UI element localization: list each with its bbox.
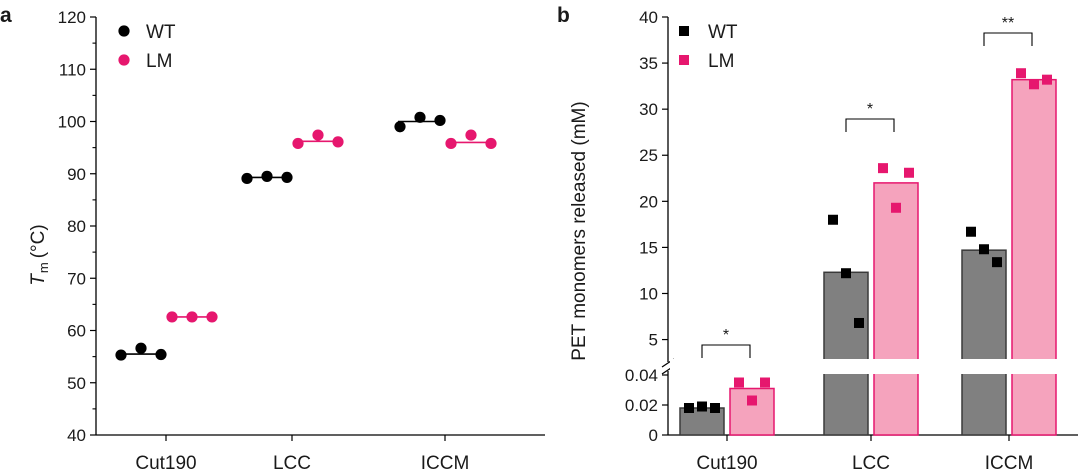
panel-a-wt-point bbox=[414, 111, 426, 123]
panel-b-y-tick-label: 20 bbox=[639, 192, 658, 211]
panel-b-significance-bracket bbox=[845, 118, 895, 132]
panel-b-y-tick-label: 40 bbox=[639, 8, 658, 27]
panel-a-y-tick-label: 120 bbox=[58, 8, 86, 27]
panel-a-y-tick-label: 70 bbox=[67, 269, 86, 288]
panel-b-y-tick-label: 15 bbox=[639, 238, 658, 257]
panel-b-wt-bar bbox=[823, 271, 869, 436]
panel-a-lm-point bbox=[206, 311, 218, 323]
panel-a-y-tick-label: 50 bbox=[67, 374, 86, 393]
panel-b-lm-point bbox=[1016, 68, 1026, 79]
panel-b-wt-point bbox=[841, 268, 851, 279]
panel-b-lm-bar bbox=[729, 387, 775, 436]
panel-b-y-tick-label: 0.04 bbox=[625, 366, 658, 385]
panel-a-lm-point bbox=[485, 137, 497, 150]
panel-a-wt-point bbox=[434, 114, 446, 127]
panel-b-y-tick-label: 0 bbox=[649, 426, 658, 445]
panel-b-lm-point bbox=[760, 377, 770, 388]
panel-a-y-axis-title: Tm(°C) bbox=[28, 224, 51, 285]
panel-b-wt-point bbox=[992, 257, 1002, 268]
panel-a: a 40 50 60 70 80 90 100 110 120 Cut190 LCC ICCM WT L… bbox=[0, 4, 545, 474]
panel-a-lm-point bbox=[445, 137, 457, 150]
panel-b-axes: 5 10 15 20 25 30 35 40 0 0.02 0.04 Cut190 LCC ICCM bbox=[625, 8, 1078, 474]
panel-b-y-tick-label: 25 bbox=[639, 146, 658, 165]
panel-a-wt-point bbox=[394, 121, 406, 133]
panel-b-y-tick-label: 5 bbox=[649, 331, 658, 350]
panel-b-axis-break-gap bbox=[670, 359, 1080, 374]
panel-b-lm-point bbox=[1042, 74, 1052, 85]
panel-a-wt-point bbox=[135, 342, 147, 354]
panel-a-x-tick-label: Cut190 bbox=[135, 453, 196, 474]
panel-b-lm-point bbox=[891, 202, 901, 213]
panel-a-y-tick-label: 80 bbox=[67, 217, 86, 236]
panel-a-x-tick-label: ICCM bbox=[421, 453, 470, 474]
panel-b-x-tick-label: ICCM bbox=[985, 453, 1034, 474]
panel-b-lm-point bbox=[878, 163, 888, 174]
panel-b-lm-point bbox=[904, 167, 914, 178]
panel-b-wt-point bbox=[854, 317, 864, 328]
panel-b-lm-point bbox=[734, 377, 744, 388]
panel-b-wt-point bbox=[697, 401, 707, 412]
panel-b-lm-point bbox=[1029, 79, 1039, 90]
panel-a-y-tick-label: 60 bbox=[67, 322, 86, 341]
panel-a-legend-marker-wt bbox=[118, 25, 130, 37]
panel-a-legend-label: LM bbox=[146, 51, 172, 72]
panel-b-y-axis-title: PET monomers released (mM) bbox=[569, 101, 590, 360]
panel-a-lm-point bbox=[465, 129, 477, 141]
panel-b-significance-bracket bbox=[983, 32, 1033, 46]
panel-b-legend-label: LM bbox=[708, 51, 734, 72]
panel-b-y-tick-label: 10 bbox=[639, 284, 658, 303]
panel-b-significance-label: ** bbox=[1002, 15, 1014, 32]
panel-b-y-tick-label: 30 bbox=[639, 100, 658, 119]
panel-a-label: a bbox=[0, 4, 12, 27]
panel-b-legend-marker-wt bbox=[679, 26, 689, 36]
panel-b-wt-point bbox=[828, 214, 838, 225]
panel-b-significance-label: * bbox=[867, 101, 873, 118]
panel-a-y-tick-label: 90 bbox=[67, 165, 86, 184]
panel-a-wt-point bbox=[241, 172, 253, 185]
panel-a-wt-point bbox=[281, 171, 293, 184]
panel-a-lm-point bbox=[292, 137, 304, 150]
panel-b-legend-marker-lm bbox=[679, 55, 689, 65]
panel-b-lm-point bbox=[747, 395, 757, 406]
panel-a-legend: WT LM bbox=[118, 22, 176, 72]
panel-a-marks bbox=[115, 111, 497, 361]
panel-a-wt-point bbox=[155, 348, 167, 361]
panel-b-lm-bar bbox=[873, 182, 919, 436]
panel-a-y-tick-label: 110 bbox=[59, 60, 86, 79]
panel-a-lm-point bbox=[312, 129, 324, 141]
panel-b-wt-point bbox=[966, 226, 976, 237]
panel-b-legend-label: WT bbox=[708, 22, 738, 43]
panel-b-significance-bracket bbox=[701, 344, 751, 358]
panel-b-wt-point bbox=[710, 403, 720, 413]
panel-a-legend-marker-lm bbox=[118, 54, 130, 66]
panel-b-x-tick-label: LCC bbox=[852, 453, 890, 474]
panel-a-lm-point bbox=[186, 311, 198, 323]
panel-a-y-tick-label: 40 bbox=[67, 426, 86, 445]
panel-a-wt-point bbox=[261, 170, 273, 182]
panel-b-wt-bar bbox=[961, 249, 1007, 436]
panel-a-lm-point bbox=[332, 136, 344, 148]
panel-a-lm-point bbox=[166, 311, 178, 323]
panel-a-axes: 40 50 60 70 80 90 100 110 120 Cut190 LCC ICCM bbox=[58, 8, 545, 474]
panel-b-label: b bbox=[557, 4, 570, 27]
panel-b-legend: WT LM bbox=[679, 22, 738, 72]
panel-b-x-tick-label: Cut190 bbox=[696, 453, 757, 474]
panel-a-y-tick-label: 100 bbox=[58, 113, 86, 132]
panel-b-marks: **** bbox=[670, 15, 1080, 436]
panel-b-wt-point bbox=[684, 403, 694, 413]
panel-b-significance-label: * bbox=[723, 327, 729, 344]
panel-b-lm-bar bbox=[1011, 78, 1057, 436]
panel-a-wt-point bbox=[115, 349, 127, 361]
panel-b-y-tick-label: 35 bbox=[639, 54, 658, 73]
panel-b-wt-point bbox=[979, 244, 989, 255]
panel-b-y-tick-label: 0.02 bbox=[625, 396, 658, 415]
panel-a-x-tick-label: LCC bbox=[273, 453, 311, 474]
panel-a-legend-label: WT bbox=[146, 22, 176, 43]
